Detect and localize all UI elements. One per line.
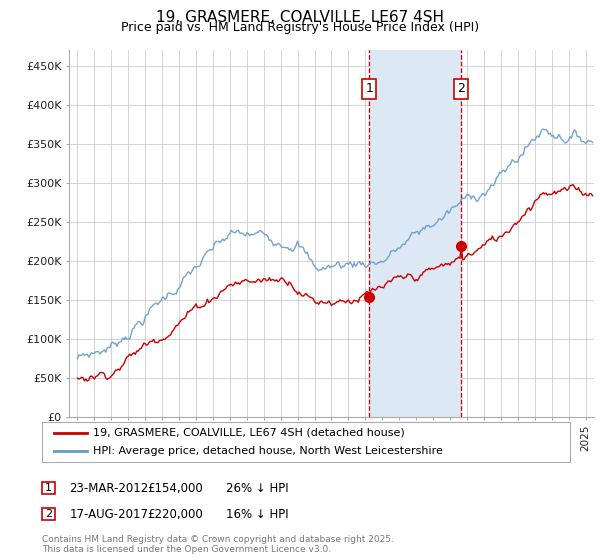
Text: 23-MAR-2012: 23-MAR-2012 [70, 482, 149, 495]
Text: 19, GRASMERE, COALVILLE, LE67 4SH: 19, GRASMERE, COALVILLE, LE67 4SH [156, 10, 444, 25]
Text: Contains HM Land Registry data © Crown copyright and database right 2025.
This d: Contains HM Land Registry data © Crown c… [42, 535, 394, 554]
Text: 1: 1 [365, 82, 373, 95]
Text: 17-AUG-2017: 17-AUG-2017 [70, 507, 149, 521]
Text: 19, GRASMERE, COALVILLE, LE67 4SH (detached house): 19, GRASMERE, COALVILLE, LE67 4SH (detac… [93, 428, 405, 438]
Bar [369, 50, 461, 417]
Text: 26% ↓ HPI: 26% ↓ HPI [226, 482, 288, 495]
Text: £220,000: £220,000 [148, 507, 203, 521]
Text: HPI: Average price, detached house, North West Leicestershire: HPI: Average price, detached house, Nort… [93, 446, 443, 456]
Text: 16% ↓ HPI: 16% ↓ HPI [226, 507, 288, 521]
Text: Price paid vs. HM Land Registry's House Price Index (HPI): Price paid vs. HM Land Registry's House … [121, 21, 479, 34]
Text: 2: 2 [45, 509, 52, 519]
Text: 1: 1 [45, 483, 52, 493]
Text: £154,000: £154,000 [148, 482, 203, 495]
Text: 2: 2 [457, 82, 464, 95]
